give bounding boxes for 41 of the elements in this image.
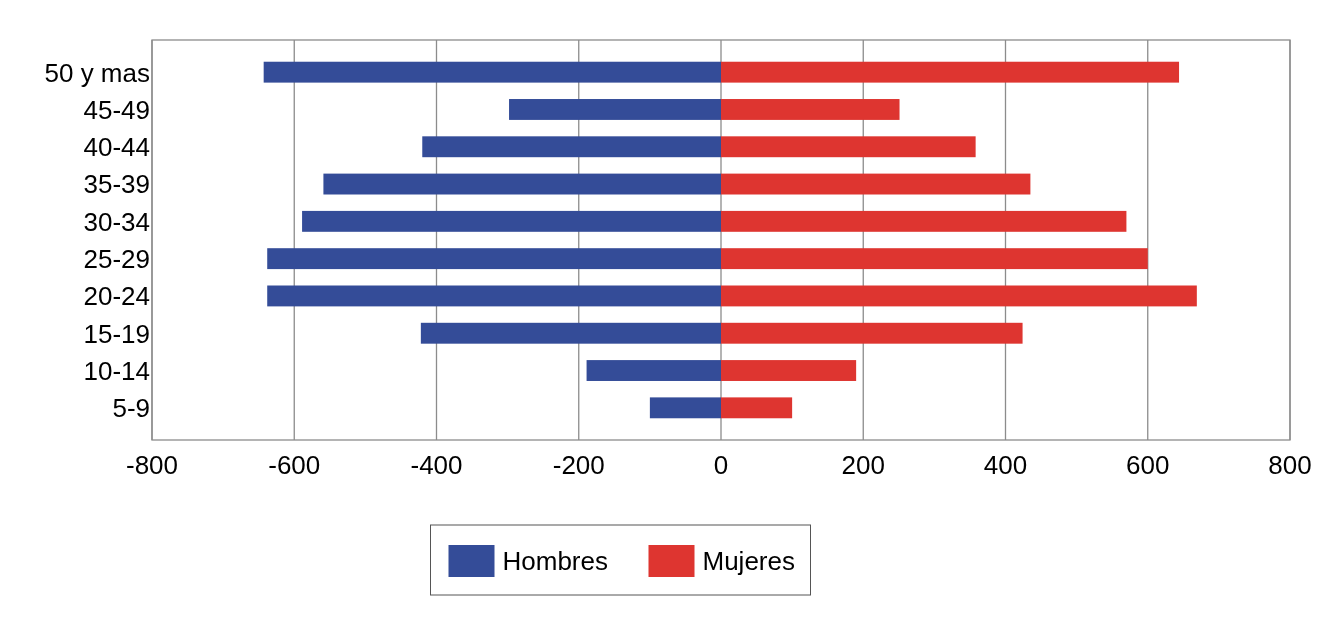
bar	[721, 173, 1031, 195]
x-tick-label: 600	[1126, 450, 1170, 480]
bar	[302, 210, 721, 232]
bar	[422, 136, 721, 158]
x-tick-label: 800	[1268, 450, 1312, 480]
bar	[420, 322, 721, 344]
bar	[649, 397, 721, 419]
bar	[267, 285, 721, 307]
bar	[323, 173, 721, 195]
y-tick-label: 40-44	[83, 132, 150, 163]
bar	[721, 99, 900, 120]
y-tick-label: 20-24	[83, 281, 150, 312]
y-tick-label: 50 y mas	[44, 57, 150, 88]
x-tick-label: 200	[841, 450, 885, 480]
x-tick-label: -800	[125, 450, 179, 480]
x-tick-label: 400	[983, 450, 1028, 480]
y-tick-label: 10-14	[83, 355, 150, 386]
bar	[721, 210, 1127, 232]
bar	[263, 61, 721, 83]
bar	[509, 99, 721, 120]
x-tick-label: -200	[552, 450, 605, 480]
y-tick-label: 15-19	[83, 318, 150, 349]
legend-label: Hombres	[502, 546, 608, 577]
bar	[721, 322, 1023, 344]
bar	[721, 360, 857, 381]
bar	[721, 397, 793, 419]
y-tick-label: 45-49	[83, 94, 150, 125]
bar	[586, 360, 721, 381]
legend-label: Mujeres	[702, 546, 795, 577]
x-tick-label: 0	[713, 450, 729, 480]
y-tick-label: 35-39	[83, 169, 150, 200]
bar	[267, 248, 721, 270]
bar	[721, 61, 1180, 83]
bar	[721, 248, 1148, 270]
y-tick-label: 30-34	[83, 206, 150, 237]
y-tick-label: 5-9	[112, 393, 150, 424]
bar	[721, 136, 976, 158]
bar	[721, 285, 1197, 307]
x-tick-label: -600	[268, 450, 321, 480]
y-tick-label: 25-29	[83, 244, 150, 275]
x-tick-label: -400	[410, 450, 463, 480]
